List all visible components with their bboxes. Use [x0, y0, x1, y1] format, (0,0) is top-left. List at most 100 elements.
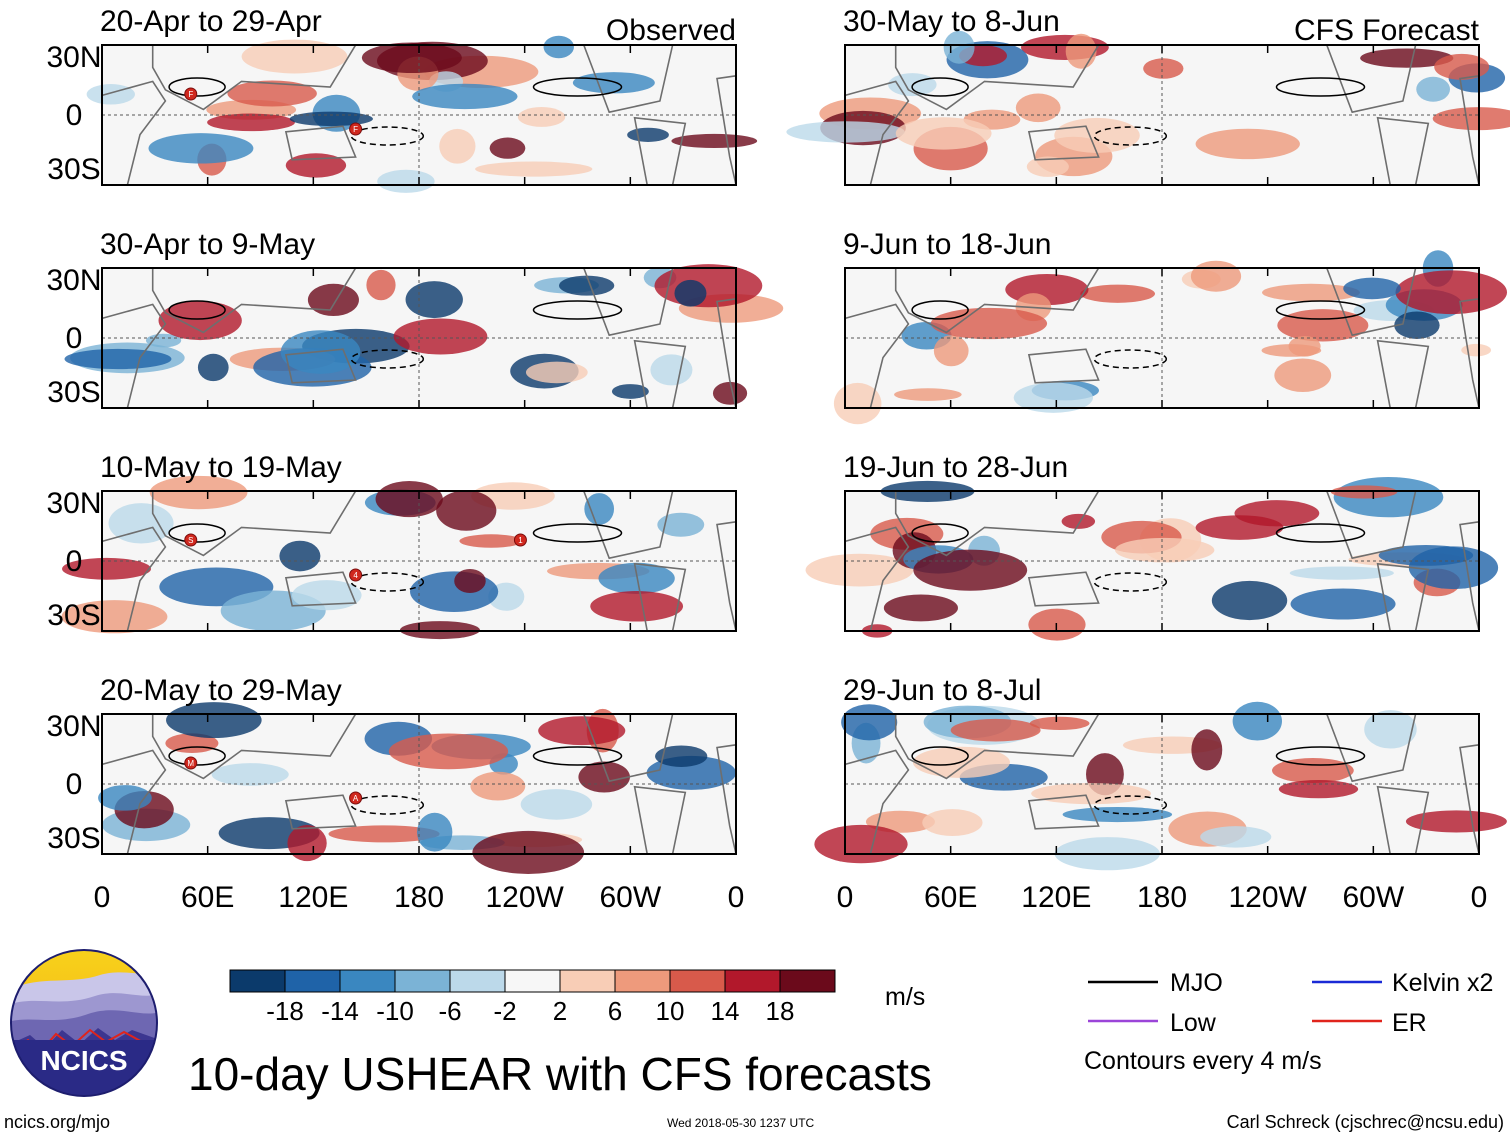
shear-anomaly-blob [197, 353, 229, 382]
shear-anomaly-blob [520, 789, 593, 820]
mjo-contour [911, 77, 969, 97]
column-header: CFS Forecast [1294, 14, 1480, 47]
panel: 29-Jun to 8-Jul [814, 674, 1507, 871]
colorbar-segment [449, 969, 506, 993]
mjo-contour [532, 746, 623, 766]
colorbar-tick-label: 18 [766, 996, 795, 1026]
mjo-contour [532, 300, 623, 320]
shear-anomaly-blob [287, 825, 327, 862]
colorbar-tick-label: 14 [711, 996, 740, 1026]
storm-marker [349, 568, 363, 582]
legend-label-low: Low [1170, 1009, 1217, 1037]
shear-anomaly-blob [671, 133, 758, 149]
shear-anomaly-blob [913, 549, 1028, 591]
colorbar-segment [339, 969, 396, 993]
mjo-contour [168, 300, 226, 320]
shear-anomaly-blob [366, 269, 396, 301]
panel-period-title: 9-Jun to 18-Jun [843, 228, 1051, 261]
shear-anomaly-blob [241, 39, 348, 74]
shear-anomaly-blob [393, 318, 488, 355]
shear-anomaly-blob [1080, 284, 1156, 303]
shear-anomaly-blob [1364, 710, 1417, 749]
shear-anomaly-blob [166, 702, 262, 739]
legend: MJO Kelvin x2 Low ER Contours every 4 m/… [1084, 969, 1493, 1075]
shear-anomaly-blob [475, 161, 593, 177]
coastline [894, 267, 1101, 334]
shear-anomaly-blob [943, 30, 975, 64]
y-tick-label: 0 [66, 322, 83, 355]
shear-anomaly-blob [1274, 358, 1332, 393]
colorbar-segment [779, 969, 836, 993]
shear-anomaly-blob [405, 281, 463, 319]
storm-marker-label: 4 [353, 571, 358, 580]
storm-marker [184, 87, 198, 101]
shear-anomaly-blob [158, 300, 242, 341]
shear-anomaly-blob [584, 493, 615, 525]
contour-interval-note: Contours every 4 m/s [1084, 1047, 1322, 1075]
footer-url[interactable]: ncics.org/mjo [4, 1112, 110, 1132]
mjo-contour [1275, 77, 1366, 97]
mjo-contour [168, 523, 226, 543]
shear-anomaly-blob [1191, 729, 1223, 771]
mjo-contour [911, 746, 969, 766]
coastline [284, 125, 357, 161]
mjo-contour [350, 126, 425, 146]
shear-anomaly-blob [1015, 93, 1061, 123]
shear-anomaly-blob [1115, 537, 1215, 563]
x-tick-label: 120W [1228, 881, 1307, 914]
footer-timestamp: Wed 2018-05-30 1237 UTC [667, 1116, 815, 1130]
storm-marker [513, 533, 527, 547]
shear-anomaly-blob [1378, 544, 1474, 566]
shear-anomaly-blob [559, 275, 615, 296]
shear-anomaly-blob [895, 117, 992, 150]
legend-label-er: ER [1392, 1009, 1427, 1037]
panel: 9-Jun to 18-Jun [833, 228, 1508, 425]
shear-anomaly-blob [894, 388, 962, 401]
logo-text: NCICS [40, 1045, 127, 1076]
coastline [894, 490, 1101, 557]
shear-anomaly-blob [883, 594, 958, 622]
y-tick-label: 30S [47, 822, 100, 855]
shear-anomaly-blob [1029, 716, 1090, 731]
shear-anomaly-blob [377, 169, 435, 193]
coastline [1027, 571, 1100, 607]
shear-anomaly-blob [1195, 128, 1300, 160]
shear-anomaly-blob [1288, 335, 1321, 357]
shear-anomaly-blob [459, 534, 523, 548]
shear-anomaly-blob [1395, 270, 1508, 315]
coastline [284, 348, 357, 384]
colorbar-tick-label: -2 [493, 996, 516, 1026]
shear-anomaly-blob [439, 128, 476, 164]
shear-anomaly-blob [1234, 500, 1320, 527]
mjo-contour [350, 795, 425, 815]
storm-marker-label: S [188, 536, 193, 545]
panel: 19-Jun to 28-Jun [805, 451, 1499, 641]
coastline [1027, 348, 1100, 384]
panel-period-title: 30-Apr to 9-May [100, 228, 315, 261]
shear-anomaly-blob [472, 830, 585, 874]
shear-anomaly-blob [930, 307, 1048, 340]
shear-anomaly-blob [98, 785, 152, 811]
coastline [1027, 794, 1100, 830]
x-tick-label: 0 [94, 881, 111, 914]
shear-anomaly-blob [1394, 311, 1440, 339]
shear-anomaly-blob [1262, 283, 1360, 302]
shear-anomaly-blob [525, 361, 588, 384]
panel-period-title: 29-Jun to 8-Jul [843, 674, 1041, 707]
storm-marker [184, 756, 198, 770]
colorbar-segment [394, 969, 451, 993]
shear-anomaly-blob [1026, 156, 1069, 177]
x-tick-label: 0 [728, 881, 745, 914]
shear-anomaly-blob [417, 812, 453, 852]
storm-marker [349, 122, 363, 136]
shear-anomaly-blob [1232, 701, 1282, 741]
y-tick-label: 0 [66, 768, 83, 801]
shear-anomaly-blob [543, 35, 574, 59]
shear-anomaly-blob [933, 335, 969, 367]
shear-anomaly-blob [1013, 382, 1094, 413]
shear-anomaly-blob [279, 540, 321, 572]
shear-anomaly-blob [412, 83, 518, 110]
x-tick-label: 180 [1137, 881, 1187, 914]
